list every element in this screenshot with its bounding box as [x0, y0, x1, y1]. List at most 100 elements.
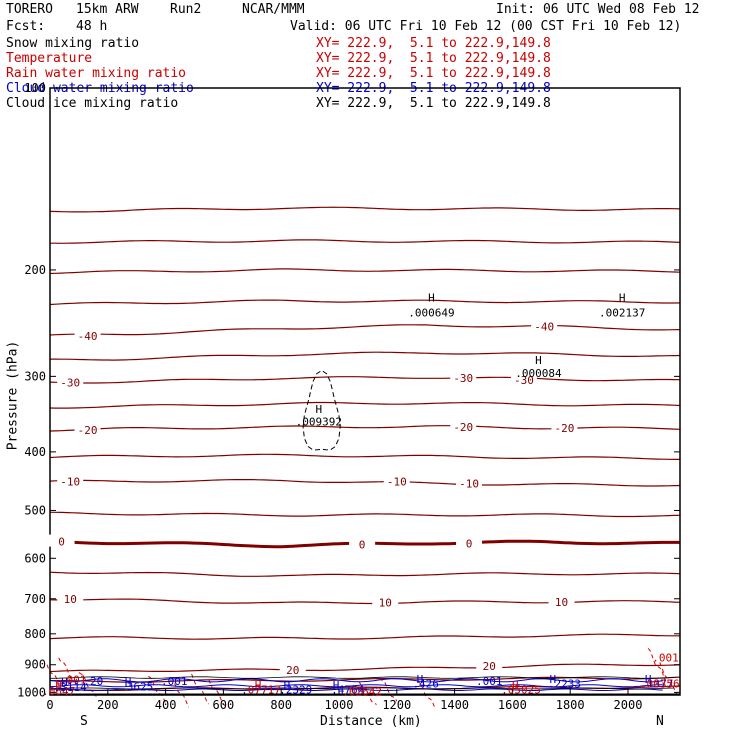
legend-rain: Rain water mixing ratio: [6, 66, 187, 81]
rain-water-contour: [659, 662, 678, 695]
isotherm-line: [49, 453, 680, 460]
contour-label: -20: [453, 421, 473, 434]
isotherm-line--40: [49, 324, 681, 336]
isotherm-line: [50, 351, 681, 361]
cloud-ice-contour: [302, 369, 341, 451]
snow-contour: [49, 676, 675, 679]
contour-label: -30: [514, 374, 534, 387]
maximum-label: .001: [161, 675, 188, 688]
contour-label-bg: [383, 474, 410, 487]
maximum-label: H: [535, 354, 542, 367]
maximum-label: H: [315, 403, 322, 416]
contour-label-bg: [372, 595, 399, 608]
direction-south: S: [80, 714, 88, 729]
contour-label-bg: [548, 594, 575, 607]
contour-label-bg: [456, 476, 483, 489]
contour-label-bg: [57, 474, 84, 487]
direction-north: N: [656, 714, 664, 729]
contour-label: -40: [78, 330, 98, 343]
y-tick-label: 800: [24, 627, 46, 641]
cloud-water-contours: [49, 676, 675, 692]
y-tick-label: 400: [24, 445, 46, 459]
y-tick-label: 100: [24, 81, 46, 95]
contour-label: 0: [58, 536, 65, 549]
x-tick-label: 1400: [440, 698, 469, 712]
maximum-label: .2329: [279, 683, 312, 696]
isotherm-line: [50, 511, 681, 518]
contour-label-bg: [450, 371, 477, 384]
maximum-label: .3114: [54, 681, 87, 694]
x-tick-label: 1000: [325, 698, 354, 712]
y-tick-label: 1000: [17, 685, 46, 699]
contour-label: -10: [60, 476, 80, 489]
maximum-label: .000084: [515, 367, 562, 380]
isotherm-line: [49, 401, 681, 409]
maximum-label: H: [125, 676, 132, 689]
y-tick-label: 900: [24, 658, 46, 672]
maximum-label: .00356: [640, 677, 680, 690]
isotherm-line--10: [49, 479, 681, 487]
legend-cloud-ice-xy: XY= 222.9, 5.1 to 222.9,149.8: [316, 96, 551, 111]
rain-water-contour: [148, 676, 167, 704]
maximum-label: .05025: [501, 683, 541, 696]
isotherm-line--30: [49, 376, 681, 384]
y-tick-label: 700: [24, 592, 46, 606]
isotherm-line: [49, 268, 681, 275]
isotherm-line: [49, 206, 681, 213]
model-resolution: 15km ARW: [76, 2, 139, 17]
maximum-label: .426: [412, 677, 439, 690]
cloud-water-contour: [49, 678, 663, 683]
contour-label-bg: [74, 328, 101, 341]
contour-label-bg: [48, 534, 75, 547]
rain-water-contour: [78, 672, 97, 697]
forecast-label: Fcst:: [6, 19, 46, 34]
maximum-label: H: [55, 678, 62, 691]
maximum-label: H: [512, 679, 519, 692]
y-axis-title: Pressure (hPa): [5, 340, 21, 451]
isotherm-line: [49, 299, 681, 306]
maximum-label: H: [255, 679, 262, 692]
isotherm-line-20: [49, 663, 681, 673]
contour-label: 20: [483, 660, 496, 673]
contour-label: 10: [555, 596, 568, 609]
isotherm-line: [49, 633, 680, 640]
x-tick-label: 0: [46, 698, 53, 712]
rain-water-contour: [647, 648, 667, 682]
maximum-label: H: [428, 291, 435, 304]
contour-label: -10: [459, 477, 479, 490]
maximum-label: H: [284, 679, 291, 692]
contour-label-bg: [57, 591, 84, 604]
contour-label-bg: [74, 422, 101, 435]
contour-label-bg: [510, 372, 537, 385]
temperature-contours: [49, 206, 681, 691]
contour-label-bg: [456, 536, 483, 549]
x-tick-label: 600: [213, 698, 235, 712]
isotherm-line: [49, 571, 681, 577]
rain-water-contour: [416, 680, 435, 707]
contour-label: 10: [64, 593, 77, 606]
maximum-label: H: [619, 291, 626, 304]
x-tick-label: 1800: [556, 698, 585, 712]
cloud-water-contour: [49, 688, 663, 692]
x-axis-title: Distance (km): [320, 714, 422, 729]
y-tick-label: 600: [24, 551, 46, 565]
contour-label: -30: [60, 376, 80, 389]
legend-cloud-ice: Cloud ice mixing ratio: [6, 96, 179, 111]
rain-water-contour: [358, 681, 377, 705]
x-tick-label: 800: [270, 698, 292, 712]
maximum-label: .009392: [296, 415, 342, 428]
contour-label: -20: [554, 422, 574, 435]
contour-label-bg: [349, 537, 376, 550]
forecast-hour: 48 h: [76, 19, 108, 34]
maximum-label: .20: [83, 675, 103, 688]
y-tick-label: 200: [24, 263, 46, 277]
y-tick-label: 300: [24, 369, 46, 383]
x-tick-label: 400: [155, 698, 177, 712]
plot-frame: [49, 87, 681, 696]
isotherm-line-10: [49, 598, 681, 605]
maximum-label: H: [550, 673, 557, 686]
contour-label-bg: [57, 375, 84, 388]
cloud-ice-region: [302, 369, 341, 451]
maximum-label: .07717: [241, 683, 281, 696]
